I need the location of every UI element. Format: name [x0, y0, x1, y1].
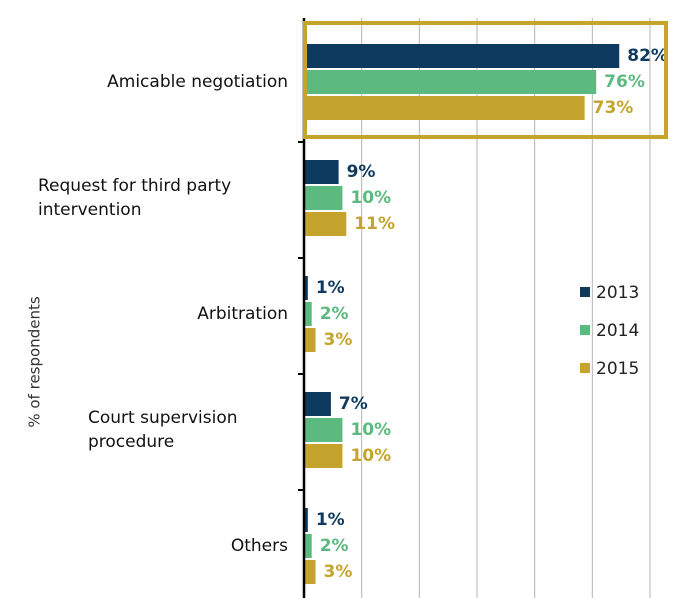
category-label: Arbitration — [197, 304, 288, 324]
legend-swatch — [580, 363, 590, 373]
bar — [304, 508, 308, 532]
value-label: 82% — [627, 46, 668, 66]
value-label: 7% — [339, 394, 368, 414]
bar — [304, 560, 316, 584]
value-label: 76% — [604, 72, 645, 92]
category-label: Court supervision procedure — [88, 408, 238, 452]
value-label: 73% — [593, 98, 634, 118]
legend-label: 2014 — [596, 321, 639, 341]
value-label: 10% — [350, 446, 391, 466]
bar — [304, 418, 343, 442]
bar — [304, 44, 620, 68]
bar — [304, 186, 343, 210]
legend-swatch — [580, 325, 590, 335]
highlight-box — [303, 21, 668, 139]
value-label: 11% — [354, 214, 395, 234]
value-label: 9% — [347, 162, 376, 182]
y-axis-label: % of respondents — [26, 296, 44, 427]
legend-label: 2013 — [596, 283, 639, 303]
bar — [304, 276, 308, 300]
bar — [304, 212, 347, 236]
bar — [304, 328, 316, 352]
legend-label: 2015 — [596, 359, 639, 379]
category-label: Request for third party intervention — [38, 176, 232, 220]
legend-swatch — [580, 287, 590, 297]
value-label: 1% — [316, 510, 345, 530]
bar — [304, 392, 331, 416]
value-label: 10% — [350, 420, 391, 440]
value-label: 3% — [324, 330, 353, 350]
value-label: 2% — [320, 536, 349, 556]
bar — [304, 96, 585, 120]
category-label: Amicable negotiation — [107, 72, 288, 92]
category-label: Others — [230, 536, 288, 556]
value-label: 3% — [324, 562, 353, 582]
bar — [304, 160, 339, 184]
bar — [304, 70, 597, 94]
bar — [304, 302, 312, 326]
value-label: 1% — [316, 278, 345, 298]
bar — [304, 444, 343, 468]
bar — [304, 534, 312, 558]
value-label: 10% — [350, 188, 391, 208]
value-label: 2% — [320, 304, 349, 324]
